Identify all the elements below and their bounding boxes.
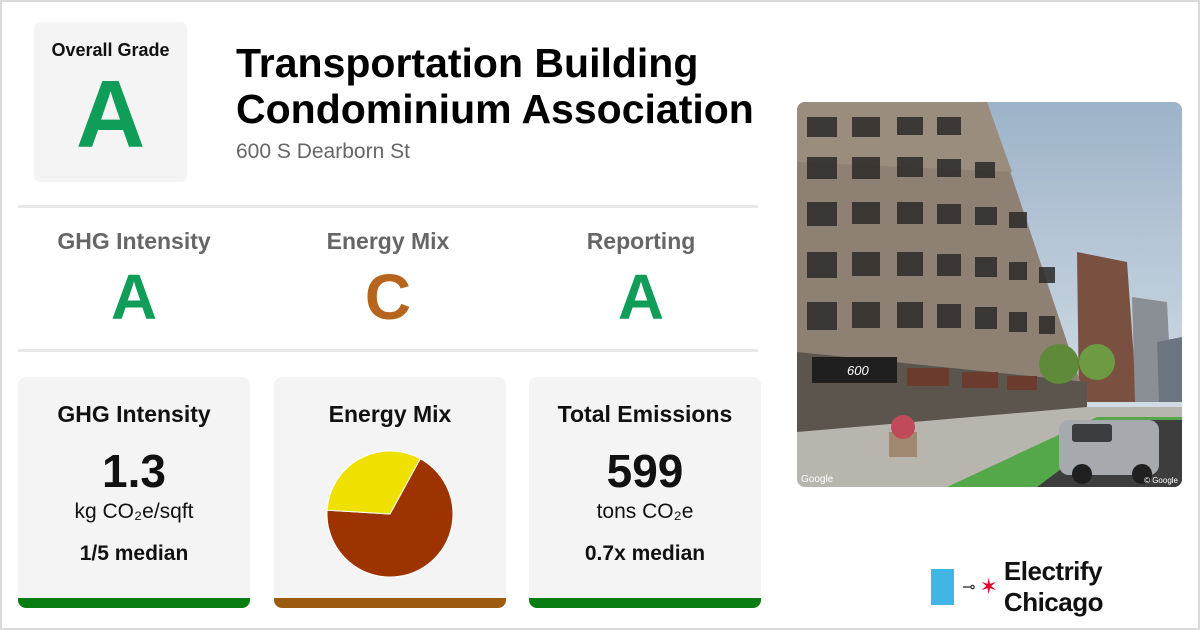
ghg-intensity-card: GHG Intensity 1.3 kg CO₂e/sqft 1/5 media… xyxy=(18,377,250,608)
brand-name: Electrify Chicago xyxy=(1003,556,1104,617)
chicago-flag-stripe-icon xyxy=(931,569,955,605)
grade-label: Energy Mix xyxy=(326,228,450,254)
plug-icon: ⊸ xyxy=(962,579,976,596)
google-credit: Google xyxy=(801,474,834,485)
energy-mix-pie xyxy=(326,450,454,578)
overall-grade-value: A xyxy=(75,61,146,168)
total-emissions-unit: tons CO₂e xyxy=(596,500,694,523)
grade-value: A xyxy=(110,261,158,333)
energy-mix-card: Energy Mix xyxy=(274,377,506,608)
star-icon: ✶ xyxy=(979,574,998,599)
ghg-intensity-median: 1/5 median xyxy=(79,542,189,565)
building-name: Transportation Building Condominium Asso… xyxy=(236,40,754,132)
overall-grade-label: Overall Grade xyxy=(51,40,170,60)
overall-grade-box: Overall Grade A xyxy=(34,22,187,182)
grade-label: Reporting xyxy=(586,228,696,254)
total-emissions-card: Total Emissions 599 tons CO₂e 0.7x media… xyxy=(529,377,761,608)
total-emissions-median: 0.7x median xyxy=(584,542,706,565)
building-address: 600 S Dearborn St xyxy=(236,140,410,163)
card-title: Total Emissions xyxy=(557,401,733,427)
energy-mix-grade: Energy Mix C xyxy=(268,228,508,329)
electrify-chicago-logo[interactable]: ⊸ ✶ Electrify Chicago xyxy=(931,556,1200,617)
divider xyxy=(18,349,758,352)
ghg-intensity-unit: kg CO₂e/sqft xyxy=(74,500,194,523)
building-number-sign: 600 xyxy=(847,363,869,378)
pie-slice xyxy=(326,458,454,578)
building-photo-image: 600 xyxy=(797,102,1182,487)
card-title: GHG Intensity xyxy=(57,401,211,427)
grade-value: A xyxy=(617,261,665,333)
grade-value: C xyxy=(364,261,412,333)
total-emissions-value: 599 xyxy=(606,445,684,497)
reporting-grade: Reporting A xyxy=(521,228,761,329)
divider xyxy=(18,205,758,208)
card-color-bar xyxy=(18,598,250,608)
card-color-bar xyxy=(529,598,761,608)
ghg-intensity-grade: GHG Intensity A xyxy=(14,228,254,329)
pie-slice xyxy=(326,450,421,515)
card-color-bar xyxy=(274,598,506,608)
grade-label: GHG Intensity xyxy=(57,228,211,254)
building-photo: 600 Google © Google xyxy=(797,102,1182,487)
google-copyright: © Google xyxy=(1144,476,1178,485)
ghg-intensity-value: 1.3 xyxy=(102,445,166,497)
card-title: Energy Mix xyxy=(328,401,452,427)
